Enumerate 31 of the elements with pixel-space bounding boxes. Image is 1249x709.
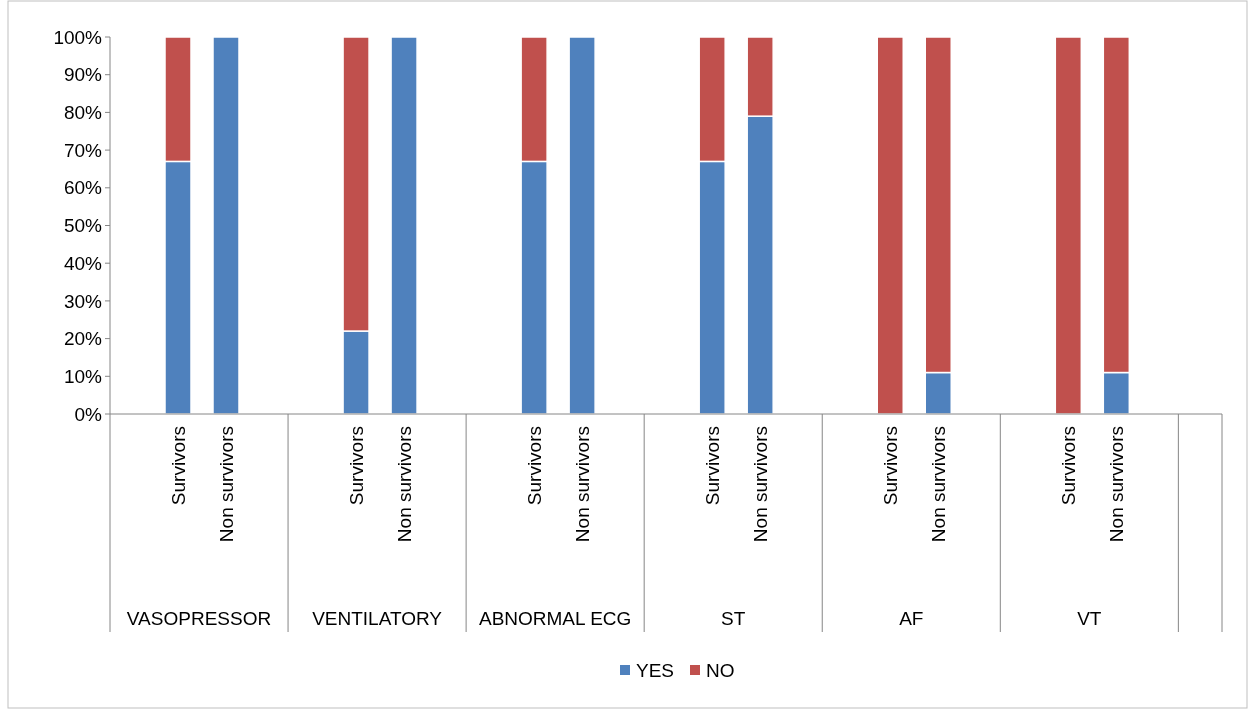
legend-label: YES — [636, 659, 675, 681]
text: ST — [721, 607, 746, 629]
y-tick-label: 30% — [63, 290, 103, 312]
y-tick-label: 80% — [63, 102, 103, 124]
y-tick-label: 100% — [53, 26, 103, 48]
y-tick-label: 10% — [63, 365, 103, 387]
x-tick-label: Non survivors — [572, 426, 594, 543]
x-tick-label: Survivors — [168, 426, 189, 506]
y-tick-label: 50% — [63, 215, 103, 237]
y-tick-label: 40% — [63, 252, 103, 274]
x-tick-label: Non survivors — [394, 426, 416, 543]
legend-label: NO — [706, 659, 735, 681]
text: AF — [899, 607, 924, 629]
x-tick-label: Survivors — [1058, 426, 1080, 506]
text: VT — [1077, 607, 1102, 629]
y-tick-label: 70% — [63, 139, 103, 161]
text: VENTILATORY — [312, 607, 443, 629]
y-tick-label: 60% — [63, 177, 103, 199]
x-tick-label: Survivors — [346, 426, 368, 506]
x-tick-label: Non survivors — [216, 426, 237, 543]
text: VASOPRESSOR — [126, 607, 272, 629]
y-tick-label: 90% — [63, 64, 103, 86]
y-tick-label: 20% — [63, 328, 103, 350]
x-tick-label: Survivors — [880, 426, 902, 506]
x-tick-label: Non survivors — [928, 426, 950, 543]
text: ABNORMAL ECG — [478, 607, 632, 629]
x-tick-label: Non survivors — [1106, 426, 1128, 543]
x-tick-label: Non survivors — [750, 426, 772, 543]
x-tick-label: Survivors — [524, 426, 546, 506]
y-tick-label: 0% — [74, 403, 103, 425]
x-tick-label: Survivors — [702, 426, 724, 506]
